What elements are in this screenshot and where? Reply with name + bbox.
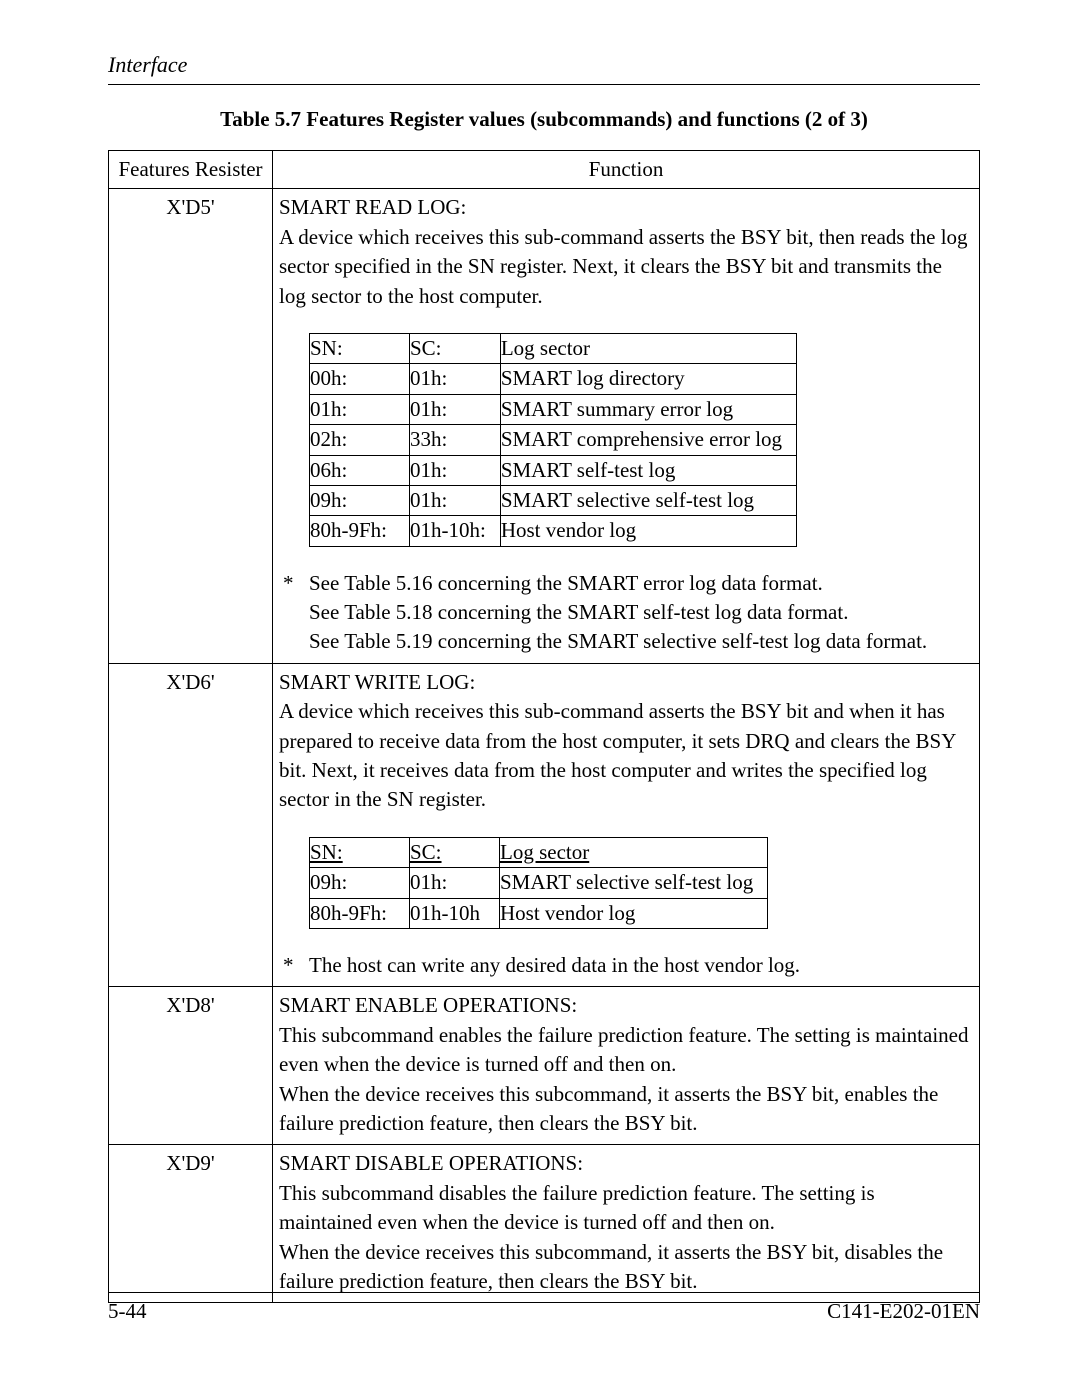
d5-r2-sn: 02h: — [310, 425, 410, 455]
table-caption: Table 5.7 Features Register values (subc… — [108, 107, 980, 132]
d5-sub-h-log: Log sector — [500, 333, 796, 363]
row-d6-func: SMART WRITE LOG: A device which receives… — [273, 663, 980, 987]
row-d5-note-star: * — [283, 569, 309, 657]
page-footer: 5-44 C141-E202-01EN — [108, 1292, 980, 1324]
d6-r1-log: Host vendor log — [500, 898, 768, 928]
d5-r4-sn: 09h: — [310, 485, 410, 515]
d5-r3-log: SMART self-test log — [500, 455, 796, 485]
d6-sub-h-sc: SC: — [410, 837, 500, 867]
col-header-features: Features Resister — [109, 151, 273, 189]
d5-sub-h-sc: SC: — [410, 333, 501, 363]
d5-r0-sc: 01h: — [410, 364, 501, 394]
d5-r3-sn: 06h: — [310, 455, 410, 485]
row-d5-title: SMART READ LOG: — [279, 193, 973, 222]
row-d9-title: SMART DISABLE OPERATIONS: — [279, 1149, 973, 1178]
row-d8-title: SMART ENABLE OPERATIONS: — [279, 991, 973, 1020]
d6-r0-sn: 09h: — [310, 868, 410, 898]
d5-r1-log: SMART summary error log — [500, 394, 796, 424]
row-d5-para1: A device which receives this sub-command… — [279, 223, 973, 311]
row-d6-title: SMART WRITE LOG: — [279, 668, 973, 697]
row-d5-note-l3: See Table 5.19 concerning the SMART sele… — [309, 627, 973, 656]
d5-r2-sc: 33h: — [410, 425, 501, 455]
d5-r5-sn: 80h-9Fh: — [310, 516, 410, 546]
d5-r3-sc: 01h: — [410, 455, 501, 485]
footer-page-number: 5-44 — [108, 1299, 147, 1324]
d5-r2-log: SMART comprehensive error log — [500, 425, 796, 455]
d5-r1-sc: 01h: — [410, 394, 501, 424]
d6-r1-sc: 01h-10h — [410, 898, 500, 928]
d6-sub-h-log: Log sector — [500, 837, 768, 867]
footer-rule — [108, 1292, 980, 1293]
row-d6-subtable: SN: SC: Log sector 09h:01h:SMART selecti… — [309, 837, 768, 929]
col-header-function: Function — [273, 151, 980, 189]
d5-r0-sn: 00h: — [310, 364, 410, 394]
footer-doc-id: C141-E202-01EN — [827, 1299, 980, 1324]
row-d8-para1: This subcommand enables the failure pred… — [279, 1021, 973, 1080]
d6-r1-sn: 80h-9Fh: — [310, 898, 410, 928]
row-d5-note-l2: See Table 5.18 concerning the SMART self… — [309, 598, 973, 627]
row-d6-note: * The host can write any desired data in… — [283, 951, 973, 980]
row-d5-subtable: SN: SC: Log sector 00h:01h:SMART log dir… — [309, 333, 797, 547]
d5-sub-h-sn: SN: — [310, 333, 410, 363]
d5-r1-sn: 01h: — [310, 394, 410, 424]
header-rule — [108, 84, 980, 85]
row-d9-feat: X'D9' — [109, 1145, 273, 1303]
features-table: Features Resister Function X'D5' SMART R… — [108, 150, 980, 1303]
d6-sub-h-sn: SN: — [310, 837, 410, 867]
row-d5-func: SMART READ LOG: A device which receives … — [273, 189, 980, 663]
d5-r4-sc: 01h: — [410, 485, 501, 515]
row-d9-para2: When the device receives this subcommand… — [279, 1238, 973, 1297]
section-header: Interface — [108, 52, 980, 78]
row-d5-note: * See Table 5.16 concerning the SMART er… — [283, 569, 973, 657]
row-d5-feat: X'D5' — [109, 189, 273, 663]
d5-r5-log: Host vendor log — [500, 516, 796, 546]
row-d8-func: SMART ENABLE OPERATIONS: This subcommand… — [273, 987, 980, 1145]
d5-r5-sc: 01h-10h: — [410, 516, 501, 546]
d5-r4-log: SMART selective self-test log — [500, 485, 796, 515]
row-d6-note-l1: The host can write any desired data in t… — [309, 951, 973, 980]
row-d5-note-l1: See Table 5.16 concerning the SMART erro… — [309, 569, 973, 598]
d5-r0-log: SMART log directory — [500, 364, 796, 394]
row-d9-func: SMART DISABLE OPERATIONS: This subcomman… — [273, 1145, 980, 1303]
d6-r0-log: SMART selective self-test log — [500, 868, 768, 898]
row-d6-note-star: * — [283, 951, 309, 980]
row-d8-feat: X'D8' — [109, 987, 273, 1145]
row-d9-para1: This subcommand disables the failure pre… — [279, 1179, 973, 1238]
row-d6-para1: A device which receives this sub-command… — [279, 697, 973, 815]
d6-r0-sc: 01h: — [410, 868, 500, 898]
row-d6-feat: X'D6' — [109, 663, 273, 987]
row-d8-para2: When the device receives this subcommand… — [279, 1080, 973, 1139]
